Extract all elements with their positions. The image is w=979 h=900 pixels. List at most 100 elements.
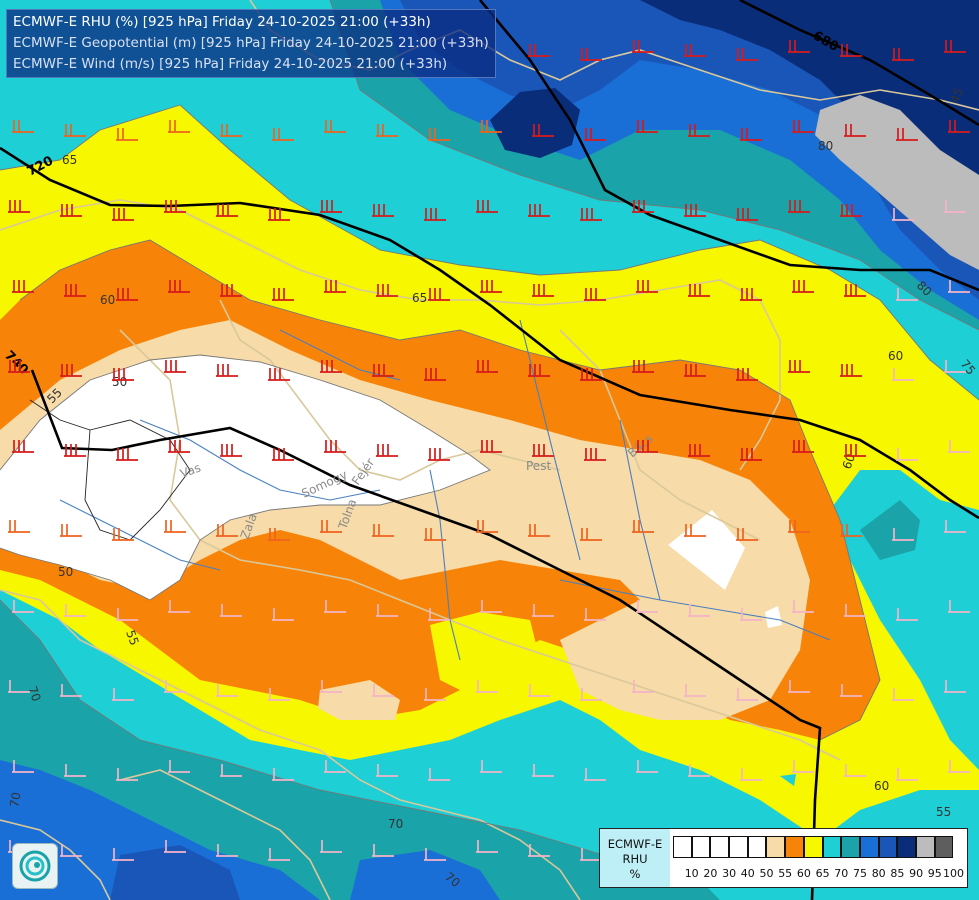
wind-barb [788,40,810,53]
wind-barb [8,200,30,213]
wind-barb [480,440,502,453]
wind-barb [892,688,914,701]
rh-90-pocket [490,88,580,158]
wind-barb [740,128,762,141]
wind-barbs [8,40,970,861]
rh-label: 80 [818,139,833,153]
wind-barb [948,600,970,613]
rh-label: 70 [25,684,43,703]
wind-barb [788,360,810,373]
rh-label: 60 [100,293,115,307]
wind-barb [584,608,606,621]
rh-55-pocket-s [318,680,400,720]
wind-barb [272,608,294,621]
wind-barb [372,684,394,697]
rh-75-band-sw-edge [0,640,40,760]
wind-barb [372,364,394,377]
wind-barb [8,520,30,533]
wind-barb [636,280,658,293]
wind-barb [736,368,758,381]
wind-barb [220,764,242,777]
wind-barb [12,600,34,613]
wind-barb [112,368,134,381]
wind-barb [60,364,82,377]
rh-50-white-pocket-small [765,606,782,628]
wind-barb [268,528,290,541]
wind-barb [684,524,706,537]
wind-barb [892,208,914,221]
wind-barb [892,368,914,381]
place-label-vas: Vas [178,461,202,481]
wind-barb [684,44,706,57]
wind-barb [376,124,398,137]
wind-barb [944,200,966,213]
wind-barb [60,684,82,697]
wind-barb [528,44,550,57]
wind-barb [632,200,654,213]
wind-barb [272,448,294,461]
wind-barb [12,280,34,293]
legend-label: 10 [684,867,699,880]
wind-barb [792,440,814,453]
legend-swatch [691,836,711,858]
wind-barb [8,360,30,373]
wind-barb [112,528,134,541]
wind-barb [272,768,294,781]
wind-barb [376,284,398,297]
wind-barb [64,284,86,297]
rh-65-island [430,612,540,700]
wind-barb [636,440,658,453]
wind-barb [216,524,238,537]
rh-80-band-sw [0,760,320,900]
wind-barb [684,204,706,217]
wind-barb [944,40,966,53]
wind-barb [688,604,710,617]
legend-header: ECMWF-E RHU % [600,829,670,887]
legend-swatch [747,836,767,858]
wind-barb [424,208,446,221]
legend-label: 75 [853,867,867,880]
legend-swatches [673,836,954,860]
wind-barb [896,608,918,621]
wind-barb [424,688,446,701]
geopotential-720-line [0,146,979,520]
legend-swatch [673,836,692,858]
wind-barb [64,764,86,777]
wind-barb [476,200,498,213]
wind-barb [740,608,762,621]
wind-barb [268,848,290,861]
rh-label: 55 [123,628,141,647]
wind-barb [532,764,554,777]
wind-barb [64,444,86,457]
wind-barb [584,288,606,301]
wind-barb [60,204,82,217]
wind-barb [216,204,238,217]
wind-barb [528,364,550,377]
wind-barb [272,288,294,301]
wind-barb [428,288,450,301]
wind-barb [12,760,34,773]
wind-barb [112,848,134,861]
rh-75-band-sw [0,600,720,900]
wind-barb [324,600,346,613]
rh-label: 55 [936,805,951,819]
wind-barb [948,120,970,133]
wind-barb [324,760,346,773]
wind-barb [372,524,394,537]
wind-barb [64,124,86,137]
wind-barb [792,760,814,773]
legend-swatch [878,836,898,858]
legend-model: ECMWF-E [607,837,663,851]
wind-barb [476,680,498,693]
wind-barb [480,760,502,773]
wind-barb [580,208,602,221]
legend-label: 40 [740,867,755,880]
wind-barb [736,48,758,61]
wind-barb [324,120,346,133]
wind-barb [736,528,758,541]
wind-barb [268,688,290,701]
wind-barb [844,604,866,617]
wind-barb [532,604,554,617]
